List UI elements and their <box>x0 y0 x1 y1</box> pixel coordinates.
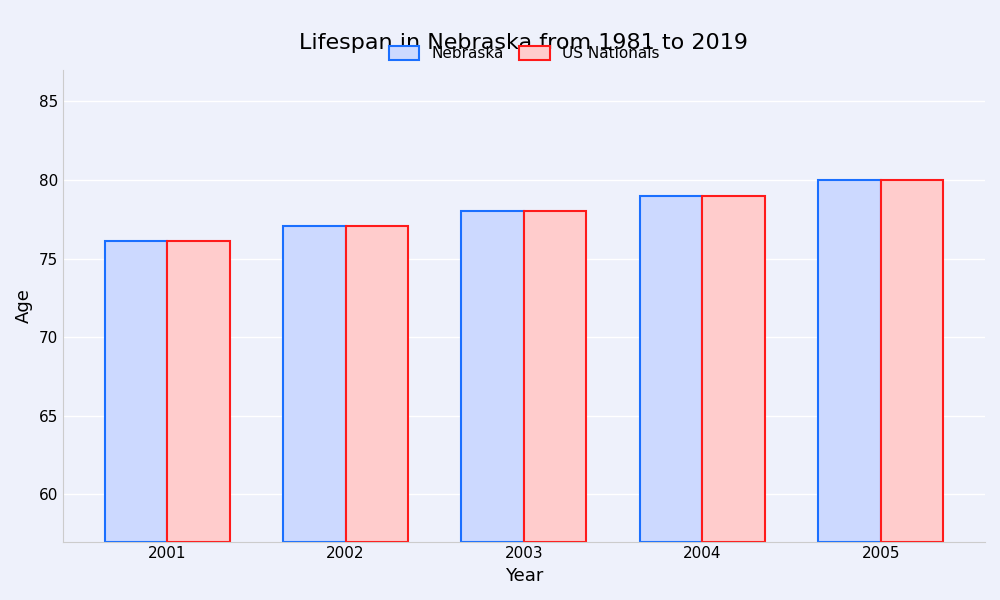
X-axis label: Year: Year <box>505 567 543 585</box>
Bar <box>283 226 346 542</box>
Bar <box>105 241 167 542</box>
Bar <box>167 241 230 542</box>
Bar <box>346 226 408 542</box>
Bar <box>524 211 586 542</box>
Bar <box>881 180 943 542</box>
Bar <box>818 180 881 542</box>
Bar <box>702 196 765 542</box>
Title: Lifespan in Nebraska from 1981 to 2019: Lifespan in Nebraska from 1981 to 2019 <box>299 33 748 53</box>
Y-axis label: Age: Age <box>15 288 33 323</box>
Legend: Nebraska, US Nationals: Nebraska, US Nationals <box>382 40 665 67</box>
Bar <box>461 211 524 542</box>
Bar <box>640 196 702 542</box>
